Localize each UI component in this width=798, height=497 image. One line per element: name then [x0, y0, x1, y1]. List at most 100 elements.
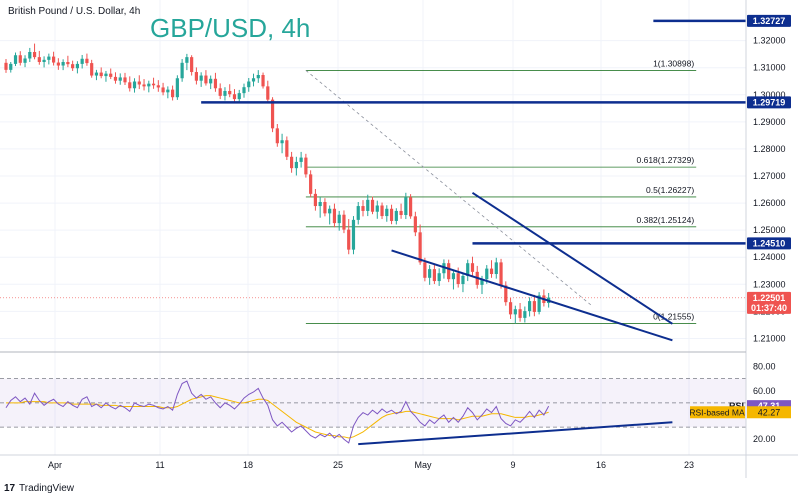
- candle-body[interactable]: [66, 62, 70, 65]
- candle-body[interactable]: [480, 279, 484, 285]
- candle-body[interactable]: [37, 57, 41, 63]
- candle-body[interactable]: [247, 81, 251, 88]
- candle-body[interactable]: [94, 72, 99, 76]
- candle-body[interactable]: [180, 62, 184, 79]
- candle-body[interactable]: [228, 90, 232, 95]
- candle-body[interactable]: [9, 63, 13, 70]
- candle-body[interactable]: [113, 76, 118, 81]
- candle-body[interactable]: [175, 78, 179, 98]
- candle-body[interactable]: [413, 216, 417, 233]
- candle-body[interactable]: [375, 205, 379, 212]
- candle-body[interactable]: [394, 210, 398, 221]
- candle-body[interactable]: [156, 85, 160, 88]
- candle-body[interactable]: [294, 161, 298, 169]
- candle-body[interactable]: [4, 62, 8, 70]
- candle-body[interactable]: [132, 81, 137, 89]
- candle-body[interactable]: [466, 263, 470, 276]
- candle-body[interactable]: [485, 268, 489, 280]
- candle-body[interactable]: [185, 57, 189, 63]
- dashed-trendline[interactable]: [305, 70, 592, 306]
- candle-body[interactable]: [313, 193, 317, 207]
- candle-body[interactable]: [123, 77, 127, 83]
- rsi-support-trendline[interactable]: [358, 421, 673, 446]
- candle-body[interactable]: [366, 199, 370, 211]
- candle-body[interactable]: [309, 174, 313, 194]
- candle-body[interactable]: [380, 205, 384, 217]
- candle-body[interactable]: [489, 268, 494, 275]
- candle-body[interactable]: [104, 73, 108, 77]
- candle-body[interactable]: [513, 309, 517, 315]
- candle-body[interactable]: [518, 309, 522, 318]
- candle-body[interactable]: [451, 273, 456, 280]
- candle-body[interactable]: [75, 63, 79, 69]
- candle-body[interactable]: [470, 263, 475, 272]
- candle-body[interactable]: [56, 62, 60, 66]
- candle-body[interactable]: [504, 285, 508, 303]
- candle-body[interactable]: [142, 84, 146, 87]
- candle-body[interactable]: [356, 206, 360, 220]
- candle-body[interactable]: [399, 210, 403, 215]
- candle-body[interactable]: [280, 140, 284, 144]
- candle-body[interactable]: [171, 89, 175, 98]
- candle-body[interactable]: [90, 63, 94, 76]
- candle-body[interactable]: [428, 269, 432, 278]
- candle-body[interactable]: [128, 82, 132, 89]
- candle-body[interactable]: [332, 208, 337, 224]
- candle-body[interactable]: [223, 90, 227, 96]
- candle-body[interactable]: [209, 78, 213, 84]
- candle-body[interactable]: [242, 87, 246, 94]
- candle-body[interactable]: [237, 93, 241, 100]
- candle-body[interactable]: [461, 275, 465, 285]
- candle-body[interactable]: [232, 94, 237, 100]
- candle-body[interactable]: [190, 57, 194, 73]
- rsi-line[interactable]: [5, 380, 550, 444]
- candle-body[interactable]: [218, 88, 222, 96]
- candle-body[interactable]: [28, 51, 32, 59]
- candle-body[interactable]: [389, 208, 394, 221]
- candle-body[interactable]: [351, 219, 356, 250]
- candle-body[interactable]: [523, 311, 527, 318]
- upper-wedge-trendline[interactable]: [471, 191, 673, 325]
- candles[interactable]: [4, 43, 551, 324]
- candle-body[interactable]: [285, 140, 289, 157]
- candle-body[interactable]: [437, 273, 441, 282]
- candle-body[interactable]: [42, 59, 46, 63]
- candle-body[interactable]: [194, 72, 198, 81]
- candle-body[interactable]: [537, 295, 541, 312]
- candle-body[interactable]: [85, 58, 89, 64]
- trendlines[interactable]: [305, 70, 673, 342]
- candle-body[interactable]: [385, 208, 389, 217]
- candle-body[interactable]: [118, 77, 122, 81]
- candle-body[interactable]: [499, 262, 503, 286]
- candle-body[interactable]: [13, 55, 18, 64]
- candle-body[interactable]: [423, 262, 427, 278]
- candle-body[interactable]: [32, 51, 37, 58]
- candle-body[interactable]: [318, 201, 322, 207]
- candle-body[interactable]: [256, 75, 260, 79]
- candle-body[interactable]: [251, 78, 256, 82]
- candle-body[interactable]: [80, 58, 84, 64]
- candle-body[interactable]: [61, 62, 65, 66]
- horizontal-levels[interactable]: [201, 19, 746, 245]
- candle-body[interactable]: [23, 58, 27, 63]
- candle-body[interactable]: [261, 75, 265, 87]
- candle-body[interactable]: [342, 214, 346, 230]
- candle-body[interactable]: [456, 273, 460, 285]
- lower-wedge-trendline[interactable]: [391, 249, 673, 342]
- candle-body[interactable]: [161, 87, 165, 93]
- candle-body[interactable]: [404, 197, 408, 215]
- candle-body[interactable]: [432, 269, 436, 282]
- price-axis[interactable]: 1.32000 1.31000 1.30000 1.29000 1.28000 1.270…: [753, 36, 786, 344]
- candle-body[interactable]: [199, 75, 203, 81]
- rsi-panel[interactable]: [0, 378, 746, 446]
- time-axis[interactable]: Apr 11 18 25 May 9 16 23: [48, 460, 694, 470]
- candle-body[interactable]: [304, 157, 308, 175]
- candle-body[interactable]: [447, 263, 451, 280]
- candle-body[interactable]: [147, 83, 151, 87]
- candle-body[interactable]: [213, 78, 218, 89]
- tradingview-logo[interactable]: 17 TradingView: [4, 483, 75, 494]
- candle-body[interactable]: [266, 86, 270, 100]
- candle-body[interactable]: [494, 262, 498, 275]
- candle-body[interactable]: [508, 302, 513, 315]
